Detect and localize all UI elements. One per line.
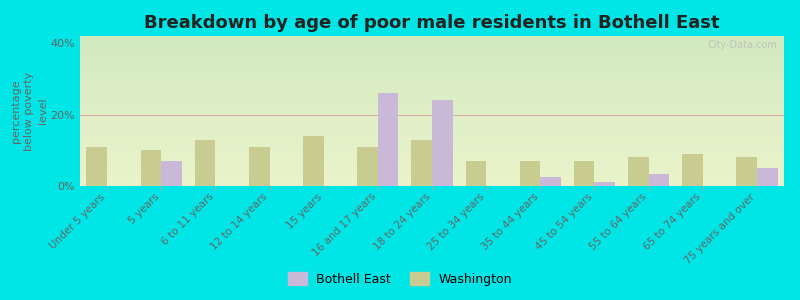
Bar [682,154,702,186]
Bar [358,147,378,186]
Bar [162,161,182,186]
Bar [378,93,398,186]
Bar [466,161,486,186]
Text: City-Data.com: City-Data.com [707,40,777,50]
Bar [432,100,453,186]
Bar [520,161,540,186]
Bar [303,136,324,186]
Y-axis label: percentage
below poverty
level: percentage below poverty level [11,71,48,151]
Title: Breakdown by age of poor male residents in Bothell East: Breakdown by age of poor male residents … [144,14,720,32]
Bar [736,158,757,186]
Bar [628,158,649,186]
Bar [411,140,432,186]
Legend: Bothell East, Washington: Bothell East, Washington [282,267,518,291]
Bar [757,168,778,186]
Bar [594,182,615,186]
Bar [249,147,270,186]
Bar [86,147,107,186]
Bar [574,161,594,186]
Bar [540,177,561,186]
Bar [649,173,669,186]
Bar [141,150,162,186]
Bar [195,140,215,186]
